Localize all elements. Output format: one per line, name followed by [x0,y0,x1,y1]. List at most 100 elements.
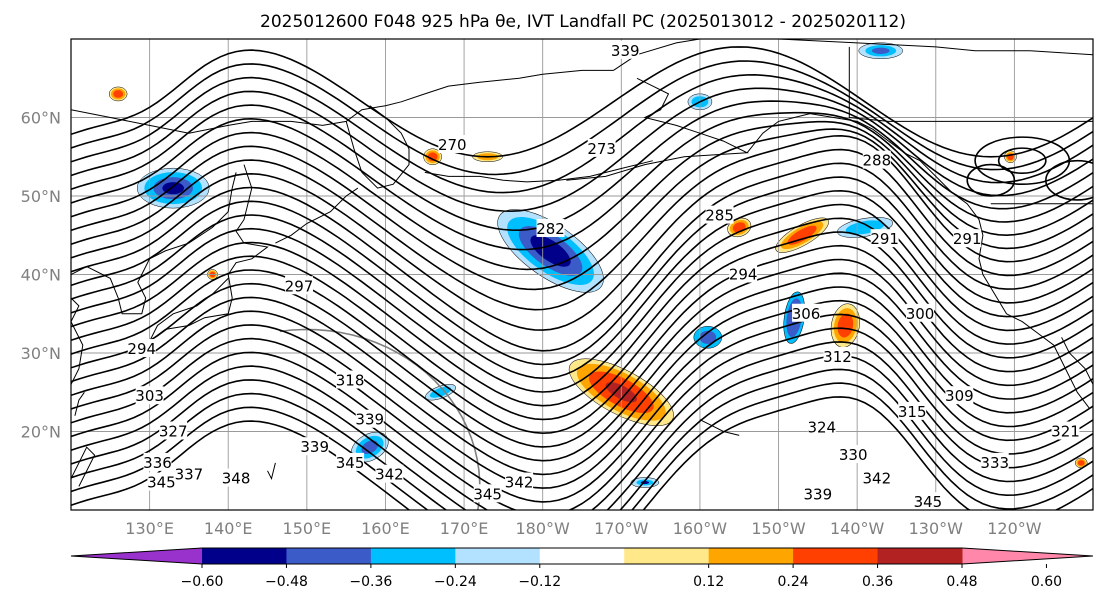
contour-label: 327 [159,423,188,441]
contour-labels: 270 273 282 285 288 291 291 294 297 300 306 312 294 3… [127,40,1080,511]
theta-e-contour [71,354,1093,510]
contour-label-bg [174,464,203,483]
lat-tick-label: 20°N [21,423,61,442]
contour-label-bg [898,401,927,420]
contour-label-bg [803,484,832,503]
contour-label: 285 [705,207,734,225]
colorbar-tick-label: −0.24 [434,574,477,590]
lon-tick-label: 160°W [673,519,728,538]
colorbar-segment [708,548,794,564]
theta-e-contour [71,272,1093,462]
contour-label-bg [284,276,313,295]
contour-label: 345 [914,493,943,511]
contour-label: 336 [143,454,172,472]
contour-label-bg [1051,421,1080,440]
colorbar-max-extend [962,548,1093,564]
theta-e-contour [71,148,1093,331]
contour-label: 345 [147,474,176,492]
theta-e-contour [71,258,1093,448]
contour-label-bg [862,468,891,487]
coastline-segment [149,164,269,342]
coastline-segment [71,172,237,315]
theta-e-contour [71,162,1093,352]
contour-label: 337 [175,466,204,484]
theta-e-contours [71,46,1093,510]
colorbar-min-extend [71,548,202,564]
chart-title: 2025012600 F048 925 hPa θe, IVT Landfall… [260,12,906,32]
colorbar-tick-label: −0.48 [265,574,308,590]
contour-label: 300 [906,305,935,323]
coastline-segment [699,419,740,436]
lat-tick-label: 60°N [21,109,61,128]
contour-label-bg [336,370,365,389]
coastline-segment [71,297,84,416]
theta-e-contour [71,111,1093,251]
contour-label: 339 [300,438,329,456]
contour-label-bg [147,472,176,491]
theta-e-contour [71,299,1093,489]
theta-e-contour [71,189,1093,380]
contour-label-bg [505,472,534,491]
theta-e-contour [71,73,1093,194]
colorbar-tick-label: 0.48 [946,574,977,590]
contour-label-bg [438,134,467,153]
colorbar-tick-label: −0.36 [349,574,392,590]
lon-tick-label: 130°W [909,519,964,538]
contour-label: 345 [336,454,365,472]
lon-tick-label: 140°E [204,519,253,538]
colorbar-tick-label: 0.12 [693,574,724,590]
coastline-segment [345,105,410,189]
contour-label: 306 [792,305,821,323]
contour-label: 324 [807,419,836,437]
contour-label-bg [336,452,365,471]
lon-tick-label: 130°E [125,519,174,538]
colorbar-tick-label: 0.36 [862,574,893,590]
contour-label: 291 [953,230,982,248]
theta-e-contour [71,368,1093,510]
map-frame [70,38,1094,511]
positive-anomaly-siberia [108,86,128,102]
contour-label: 282 [536,220,565,238]
lat-tick-label: 30°N [21,344,61,363]
contour-label-bg [705,205,734,224]
coastline-segment [848,46,1093,122]
contour-label-bg [906,303,935,322]
colorbar-segment [793,548,879,564]
contour-label: 312 [823,348,852,366]
colorbar-segment [624,548,710,564]
contour-label: 339 [355,411,384,429]
colorbar-tick-label: 0.24 [778,574,809,590]
theta-e-contour [71,327,1093,510]
positive-anomaly-baja [1074,457,1088,469]
negative-anomaly-japan-sea [136,167,210,209]
contour-label-bg [143,452,172,471]
contour-label: 342 [862,470,891,488]
theta-e-contour [71,60,1093,176]
theta-e-contour [71,134,1093,311]
latitude-labels: 60°N 50°N 40°N 30°N 20°N [21,109,61,442]
contour-label-bg [792,303,821,322]
contour-label: 339 [804,485,833,503]
theta-e-contour [71,46,1093,158]
contour-label: 303 [135,387,164,405]
contour-label-bg [729,264,758,283]
lon-tick-label: 170°E [440,519,489,538]
negative-anomaly-taiwan [630,477,660,488]
lat-tick-label: 50°N [21,187,61,206]
contour-label-bg [355,409,384,428]
contour-label-bg [127,339,156,358]
lon-tick-label: 170°W [594,519,649,538]
map-area: 270 273 282 285 288 291 291 294 297 300 306 312 294 3… [71,39,1093,511]
contour-label-bg [536,218,565,237]
contour-label: 342 [505,474,534,492]
contour-label-bg [300,437,329,456]
theta-e-contour [71,313,1093,503]
coastline-segment [746,113,1090,409]
colorbar-segment [877,548,963,564]
contour-label-bg [135,386,164,405]
contour-label-bg [862,150,891,169]
theta-e-contour [71,176,1093,366]
contour-label-bg [375,464,404,483]
colorbar-tick-label: −0.12 [518,574,561,590]
contour-label: 339 [611,42,640,60]
